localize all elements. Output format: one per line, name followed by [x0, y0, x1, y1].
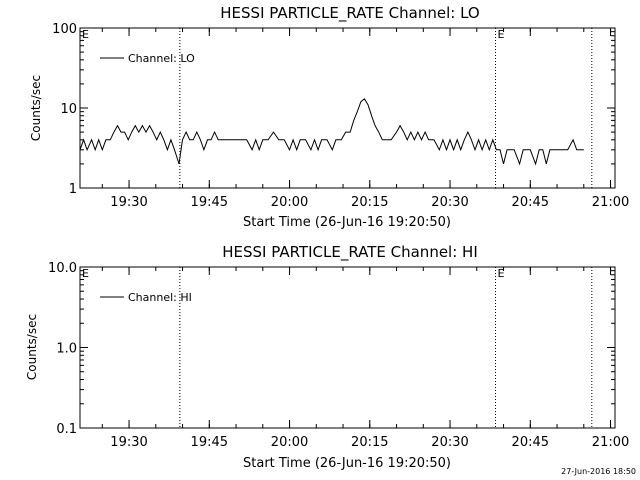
hi-xtick-label: 20:15 — [351, 435, 388, 450]
panel-hi-ylabel: Counts/sec — [25, 314, 39, 380]
lo-xtick-label: 21:00 — [592, 195, 629, 210]
hi-xtick-label: 19:30 — [110, 435, 147, 450]
lo-xtick-label: 20:30 — [431, 195, 468, 210]
lo-legend-label: Channel: LO — [128, 52, 195, 65]
hi-xtick-label: 21:00 — [592, 435, 629, 450]
lo-event-marker-label: E — [498, 28, 505, 41]
panel-lo-ylabel: Counts/sec — [29, 75, 43, 141]
footer-timestamp: 27-Jun-2016 18:50 — [561, 467, 636, 476]
lo-ytick-label: 1 — [69, 182, 77, 197]
panel-lo-title: HESSI PARTICLE_RATE Channel: LO — [220, 4, 479, 23]
panel-lo-xlabel: Start Time (26-Jun-16 19:20:50) — [243, 215, 451, 230]
lo-xtick-label: 20:15 — [351, 195, 388, 210]
lo-xtick-label: 20:45 — [512, 195, 549, 210]
hi-start-marker-label: E — [82, 267, 89, 280]
lo-xtick-label: 19:45 — [191, 195, 228, 210]
hi-legend-label: Channel: HI — [128, 291, 192, 304]
lo-xtick-label: 19:30 — [110, 195, 147, 210]
hi-ytick-label: 0.1 — [56, 422, 77, 437]
panel-hi-title: HESSI PARTICLE_RATE Channel: HI — [222, 243, 478, 262]
hi-xtick-label: 20:00 — [271, 435, 308, 450]
panel-lo: 1 10 100 19:30 19:45 20:00 20:15 20:30 20:45 21:0… — [52, 22, 629, 210]
lo-start-marker-label: E — [82, 28, 89, 41]
hi-xtick-label: 20:45 — [512, 435, 549, 450]
hi-event-marker-label: E — [498, 267, 505, 280]
hi-xtick-label: 19:45 — [191, 435, 228, 450]
lo-ytick-label: 10 — [60, 102, 77, 117]
panel-hi-xlabel: Start Time (26-Jun-16 19:20:50) — [243, 456, 451, 471]
lo-xtick-label: 20:00 — [271, 195, 308, 210]
panel-hi: 0.1 1.0 10.0 19:30 19:45 20:00 20:15 20:30 20:45… — [48, 261, 629, 450]
lo-series-line — [79, 98, 584, 166]
lo-ytick-label: 100 — [52, 22, 77, 37]
hi-xtick-label: 20:30 — [431, 435, 468, 450]
hi-ytick-label: 1.0 — [56, 342, 77, 357]
hi-ytick-label: 10.0 — [48, 261, 77, 276]
